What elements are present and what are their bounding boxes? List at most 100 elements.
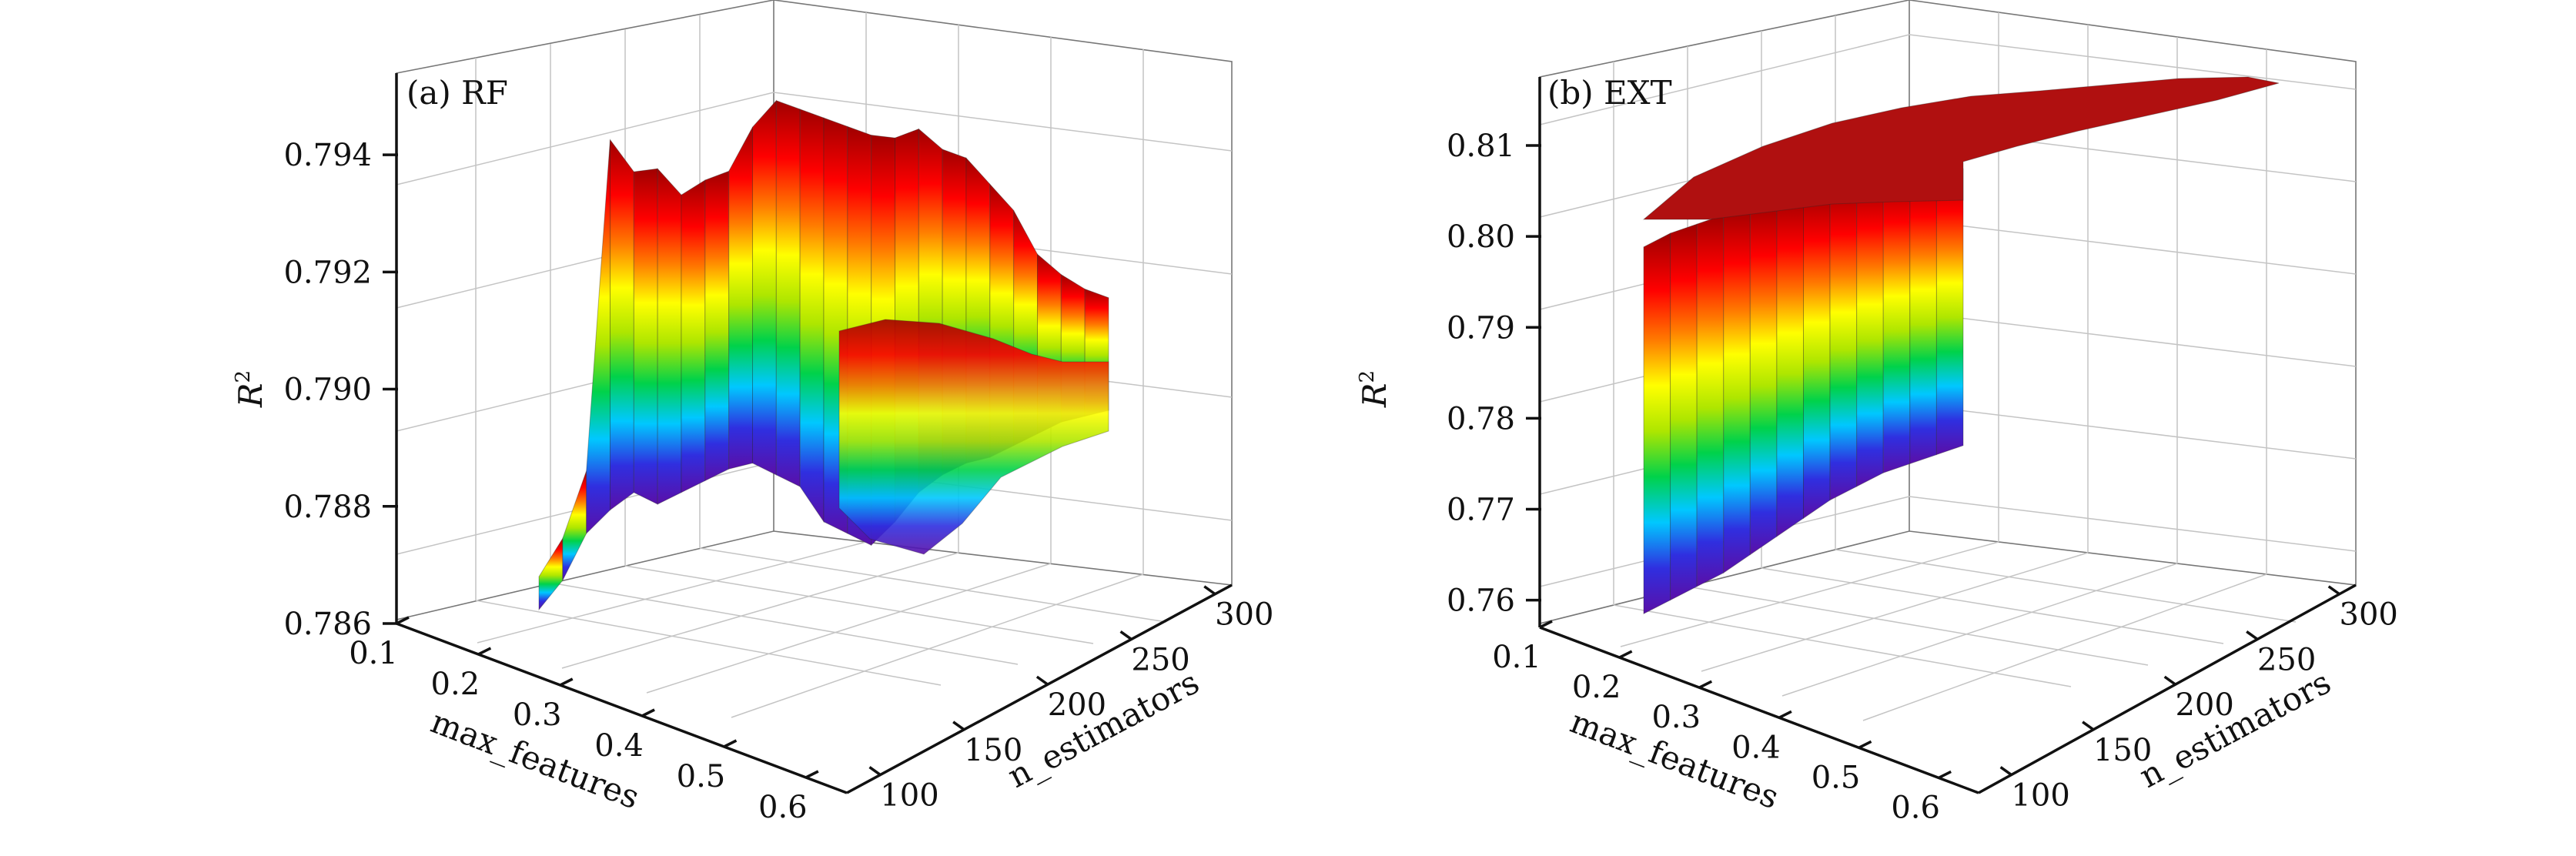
x-tick-mark — [1778, 710, 1792, 719]
ext-grid-floor — [1835, 549, 2297, 623]
y-tick-mark — [2082, 721, 2095, 731]
surface-strip — [1670, 223, 1698, 601]
y-tick-mark — [1119, 630, 1132, 640]
y-tick-mark — [952, 721, 965, 731]
x-tick-mark — [477, 647, 492, 656]
y-tick-label: 300 — [2340, 597, 2398, 633]
rf-grid-floor — [731, 573, 1144, 718]
ext-grid-floor — [1613, 604, 2072, 687]
ext-y-axis-title: n_estimators — [2133, 663, 2337, 795]
ext-x-axis-line — [1539, 626, 1979, 794]
y-tick-mark — [1035, 675, 1049, 686]
surface-plateau — [1642, 76, 2280, 220]
x-tick-label: 0.4 — [594, 728, 644, 764]
surface-strip — [1935, 168, 1964, 456]
surface-strip — [752, 99, 777, 476]
x-tick-mark — [641, 708, 655, 717]
x-tick-label: 0.1 — [349, 636, 398, 671]
y-tick-label: 300 — [1215, 597, 1273, 633]
x-tick-mark — [805, 770, 819, 779]
z-tick-label: 0.792 — [283, 255, 372, 290]
x-tick-label: 0.5 — [1812, 760, 1861, 795]
y-tick-label: 100 — [2011, 778, 2069, 814]
x-tick-mark — [1539, 620, 1553, 629]
z-tick-label: 0.788 — [283, 490, 372, 525]
y-tick-label: 100 — [880, 778, 938, 814]
ext-grid-floor — [1781, 563, 2178, 697]
rf-x-axis-line — [396, 622, 848, 794]
surface-strip — [1643, 232, 1671, 615]
x-tick-label: 0.6 — [758, 790, 808, 825]
x-tick-label: 0.1 — [1492, 640, 1541, 675]
surface-strip — [1882, 177, 1911, 473]
surface-strip — [610, 138, 634, 511]
ext-grid-floor — [1687, 586, 2149, 666]
x-tick-mark — [723, 739, 738, 748]
x-tick-label: 0.6 — [1891, 790, 1940, 825]
z-tick-label: 0.794 — [283, 138, 372, 173]
surface-strip — [799, 109, 825, 523]
surface-strip — [1909, 172, 1937, 465]
surface-strip — [633, 168, 658, 505]
z-tick-label: 0.786 — [283, 607, 372, 642]
x-tick-mark — [1618, 650, 1633, 659]
z-tick-label: 0.76 — [1447, 583, 1515, 619]
ext-grid-floor — [1862, 573, 2267, 721]
rf-grid-floor — [699, 547, 1167, 623]
x-tick-label: 0.4 — [1731, 730, 1781, 765]
z-tick-label: 0.78 — [1447, 401, 1515, 436]
ext-z-axis-title: R2 — [1356, 370, 1393, 408]
rf-grid-floor — [561, 552, 959, 669]
ext-grid-z — [1539, 34, 2357, 125]
ext-ticks: 0.76 0.77 0.78 0.79 0.80 0.81 0.1 0.2 0.3 0.4 0.5 0… — [1447, 129, 2398, 825]
surface-strip — [681, 179, 706, 493]
surface-strip — [586, 139, 611, 535]
surface-strip — [657, 167, 682, 505]
panel-rf: 0.786 0.788 0.790 0.792 0.794 0.1 0.2 0.3 0.4 0.5… — [232, 0, 1273, 825]
rf-z-axis-title: R2 — [232, 370, 269, 408]
y-tick-mark — [2246, 630, 2259, 640]
rf-y-axis-line — [846, 583, 1233, 794]
surface-strip — [1723, 208, 1751, 574]
x-tick-label: 0.5 — [677, 759, 726, 794]
surface-front-ridge — [838, 319, 1109, 555]
x-tick-label: 0.3 — [1651, 700, 1701, 735]
surface-strip — [1696, 214, 1725, 587]
surface-strip — [775, 99, 801, 487]
rf-grid-floor — [477, 541, 867, 644]
y-tick-label: 250 — [2257, 642, 2316, 677]
x-tick-mark — [1698, 680, 1713, 689]
rf-surface — [538, 99, 1109, 611]
ext-axes — [1538, 77, 2357, 794]
z-tick-label: 0.81 — [1447, 129, 1515, 164]
ext-grid-floor — [1761, 567, 2224, 644]
x-tick-mark — [1858, 740, 1872, 749]
y-tick-label: 150 — [964, 733, 1022, 768]
surface-strip — [1803, 191, 1831, 520]
surface-strip — [728, 126, 753, 470]
y-tick-label: 200 — [2175, 687, 2233, 723]
rf-ticks: 0.786 0.788 0.790 0.792 0.794 0.1 0.2 0.3 0.4 0.5… — [283, 138, 1273, 825]
x-tick-label: 0.2 — [1572, 670, 1621, 705]
y-tick-mark — [1999, 766, 2012, 776]
rf-grid-floor — [624, 565, 1094, 644]
z-tick-label: 0.79 — [1447, 310, 1515, 346]
ext-grid-floor — [1620, 541, 1999, 647]
z-tick-label: 0.790 — [283, 373, 372, 408]
rf-grid-floor — [646, 563, 1052, 694]
ext-panel-label: (b) EXT — [1547, 74, 1672, 112]
surface-strip — [562, 470, 587, 581]
rf-y-axis-title: n_estimators — [1002, 663, 1205, 795]
rf-grid-floor — [475, 600, 942, 686]
rf-panel-label: (a) RF — [406, 74, 508, 112]
x-tick-mark — [1938, 770, 1952, 780]
ext-y-axis-line — [1978, 583, 2357, 794]
x-tick-mark — [396, 616, 410, 625]
y-tick-mark — [868, 766, 882, 776]
surface-strip — [1829, 186, 1858, 501]
x-tick-label: 0.2 — [431, 667, 480, 702]
surface-strip — [1856, 182, 1884, 487]
surface-strip — [1776, 196, 1804, 537]
z-tick-label: 0.80 — [1447, 219, 1515, 255]
rf-grid-floor — [550, 582, 1019, 665]
